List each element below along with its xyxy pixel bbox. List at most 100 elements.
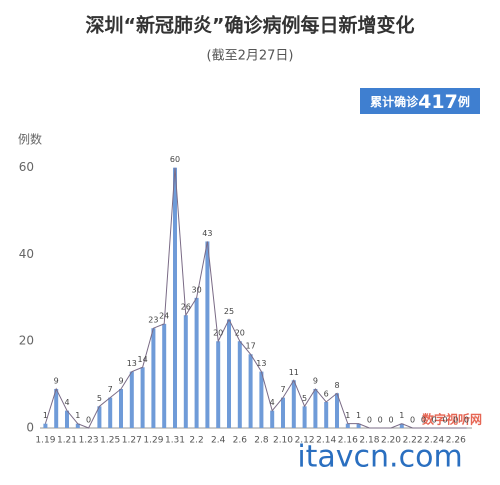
watermark: 数字视听网 bbox=[422, 412, 482, 427]
data-label: 1 bbox=[43, 411, 48, 420]
data-label: 4 bbox=[64, 398, 69, 407]
data-label: 30 bbox=[192, 285, 202, 294]
chart-title: 深圳“新冠肺炎”确诊病例每日新增变化 bbox=[86, 14, 415, 37]
data-label: 14 bbox=[138, 355, 148, 364]
bar bbox=[108, 397, 113, 428]
bar bbox=[54, 388, 59, 428]
data-label: 20 bbox=[235, 329, 245, 338]
bar bbox=[291, 380, 296, 428]
bar bbox=[356, 423, 361, 428]
bar bbox=[173, 167, 177, 428]
x-tick-label: 2.16 bbox=[338, 436, 358, 446]
data-label: 7 bbox=[280, 385, 285, 394]
y-tick-label: 40 bbox=[19, 247, 34, 261]
bar bbox=[345, 423, 350, 428]
data-label: 0 bbox=[86, 416, 91, 425]
data-label: 0 bbox=[388, 416, 393, 425]
data-label: 9 bbox=[54, 376, 59, 385]
data-label: 23 bbox=[148, 316, 158, 325]
data-label: 9 bbox=[313, 376, 318, 385]
x-tick-label: 1.31 bbox=[165, 436, 185, 446]
badge: 累计确诊417例 bbox=[370, 91, 470, 113]
x-tick-label: 1.29 bbox=[143, 436, 163, 446]
x-tick-label: 2.2 bbox=[189, 436, 203, 446]
x-tick-label: 1.21 bbox=[57, 436, 77, 446]
data-label: 5 bbox=[97, 394, 102, 403]
y-tick-label: 20 bbox=[19, 334, 34, 348]
data-label: 1 bbox=[345, 411, 350, 420]
bar bbox=[248, 354, 253, 428]
data-label: 4 bbox=[270, 398, 275, 407]
bar bbox=[205, 241, 210, 428]
data-label: 13 bbox=[256, 359, 266, 368]
bar bbox=[216, 341, 221, 428]
data-label: 0 bbox=[410, 416, 415, 425]
bar bbox=[281, 397, 285, 428]
watermark: itavcn.com bbox=[297, 440, 462, 475]
bar bbox=[227, 319, 231, 428]
data-label: 1 bbox=[75, 411, 80, 420]
data-label: 5 bbox=[302, 394, 307, 403]
y-axis-label: 例数 bbox=[18, 132, 42, 147]
bar bbox=[399, 423, 404, 428]
data-label: 0 bbox=[442, 416, 447, 425]
data-label: 17 bbox=[246, 342, 256, 351]
data-label: 0 bbox=[464, 416, 469, 425]
bar bbox=[151, 328, 156, 428]
x-tick-label: 2.8 bbox=[254, 436, 269, 446]
x-tick-label: 2.12 bbox=[295, 436, 315, 446]
bar bbox=[65, 410, 69, 428]
data-label: 13 bbox=[127, 359, 137, 368]
y-tick-label: 60 bbox=[19, 160, 34, 174]
x-tick-label: 2.6 bbox=[233, 436, 248, 446]
bar bbox=[140, 367, 145, 428]
badge-number: 417 bbox=[418, 91, 458, 113]
data-label: 7 bbox=[108, 385, 113, 394]
data-label: 11 bbox=[289, 368, 299, 377]
x-tick-label: 2.20 bbox=[381, 436, 401, 446]
bar bbox=[183, 315, 188, 428]
bar bbox=[302, 406, 307, 428]
trend-line bbox=[44, 167, 467, 429]
x-tick-label: 2.22 bbox=[403, 436, 423, 446]
bar bbox=[97, 406, 102, 428]
x-tick-label: 2.26 bbox=[446, 436, 466, 446]
bar bbox=[259, 371, 264, 428]
x-tick-label: 2.24 bbox=[424, 436, 444, 446]
data-label: 9 bbox=[118, 376, 123, 385]
bar bbox=[270, 410, 275, 428]
chart-subtitle: (截至2月27日) bbox=[207, 49, 294, 64]
data-label: 25 bbox=[224, 307, 234, 316]
bar bbox=[324, 401, 329, 428]
bar bbox=[313, 388, 318, 428]
bar bbox=[75, 423, 80, 428]
data-label: 6 bbox=[324, 389, 329, 398]
x-tick-label: 1.23 bbox=[79, 436, 99, 446]
data-label: 8 bbox=[334, 381, 339, 390]
bar bbox=[335, 393, 339, 428]
bar bbox=[43, 423, 48, 428]
data-label: 0 bbox=[453, 416, 458, 425]
data-label: 24 bbox=[159, 311, 169, 320]
bar bbox=[129, 371, 134, 428]
data-label: 20 bbox=[213, 329, 223, 338]
x-tick-label: 2.10 bbox=[273, 436, 293, 446]
data-label: 60 bbox=[170, 155, 180, 164]
data-label: 0 bbox=[432, 416, 437, 425]
badge-box bbox=[360, 88, 480, 114]
x-tick-label: 2.18 bbox=[359, 436, 379, 446]
data-label: 0 bbox=[378, 416, 383, 425]
bar bbox=[162, 323, 167, 428]
x-tick-label: 2.4 bbox=[211, 436, 226, 446]
x-tick-label: 1.25 bbox=[100, 436, 120, 446]
data-label: 26 bbox=[181, 303, 191, 312]
bar bbox=[194, 297, 199, 428]
badge-suffix: 例 bbox=[458, 94, 470, 109]
data-label: 1 bbox=[399, 411, 404, 420]
data-label: 0 bbox=[421, 416, 426, 425]
x-tick-label: 2.14 bbox=[316, 436, 336, 446]
x-tick-label: 1.27 bbox=[122, 436, 142, 446]
badge-prefix: 累计确诊 bbox=[370, 94, 419, 109]
data-label: 1 bbox=[356, 411, 361, 420]
